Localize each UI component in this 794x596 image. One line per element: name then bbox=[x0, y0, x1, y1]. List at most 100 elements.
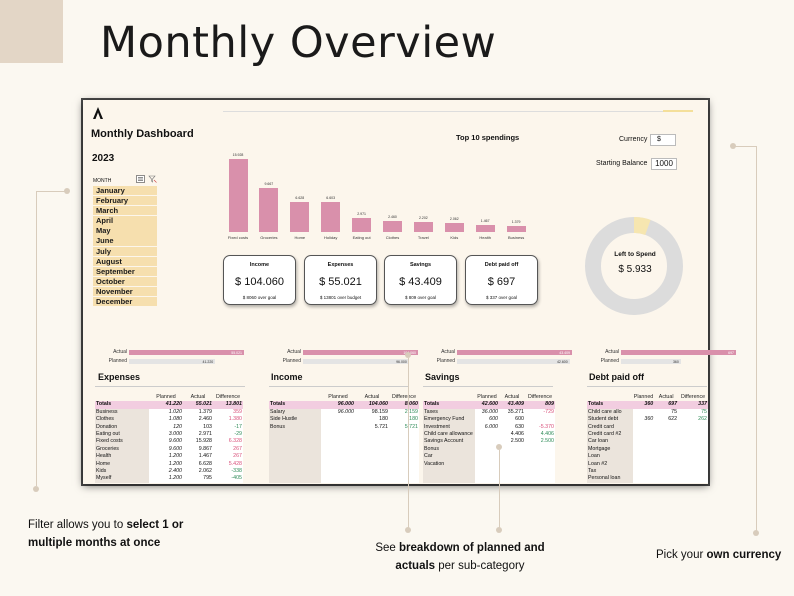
cell[interactable] bbox=[654, 423, 679, 432]
cell[interactable]: 9.600 bbox=[149, 438, 183, 446]
cell[interactable]: 1.467 bbox=[183, 453, 213, 461]
cell[interactable] bbox=[321, 453, 355, 461]
cell[interactable]: 1.200 bbox=[149, 460, 183, 469]
cell[interactable] bbox=[355, 475, 389, 483]
cell[interactable] bbox=[389, 431, 419, 439]
cell[interactable] bbox=[321, 416, 355, 424]
cell[interactable]: 96.000 bbox=[321, 401, 355, 409]
cell[interactable]: 267 bbox=[213, 445, 243, 454]
cell[interactable] bbox=[632, 431, 655, 439]
cell[interactable]: 795 bbox=[183, 475, 213, 483]
multi-select-icon[interactable] bbox=[136, 175, 145, 183]
cell[interactable] bbox=[499, 445, 525, 454]
cell[interactable]: 13.801 bbox=[213, 401, 243, 409]
cell[interactable]: 96.000 bbox=[321, 408, 355, 417]
cell[interactable]: 2.971 bbox=[183, 431, 213, 439]
cell[interactable] bbox=[475, 453, 499, 461]
cell[interactable]: 262 bbox=[678, 416, 708, 424]
cell[interactable]: 104.060 bbox=[355, 401, 389, 409]
cell[interactable] bbox=[475, 475, 499, 483]
cell[interactable]: 41.220 bbox=[149, 401, 183, 409]
cell[interactable]: 103 bbox=[183, 423, 213, 432]
cell[interactable] bbox=[632, 423, 655, 432]
cell[interactable] bbox=[321, 460, 355, 468]
cell[interactable]: 600 bbox=[475, 416, 499, 424]
cell[interactable]: -5.370 bbox=[525, 423, 555, 432]
cell[interactable] bbox=[525, 468, 555, 476]
cell[interactable]: 36.000 bbox=[475, 408, 499, 417]
month-option-september[interactable]: September bbox=[93, 266, 157, 277]
cell[interactable]: -338 bbox=[213, 468, 243, 476]
month-option-march[interactable]: March bbox=[93, 206, 157, 216]
cell[interactable]: 6.000 bbox=[475, 423, 499, 432]
month-option-april[interactable]: April bbox=[93, 216, 157, 226]
cell[interactable]: 1.380 bbox=[213, 416, 243, 424]
cell[interactable]: 75 bbox=[654, 408, 679, 417]
cell[interactable]: 8.060 bbox=[389, 401, 419, 409]
cell[interactable]: 1.200 bbox=[149, 453, 183, 461]
cell[interactable] bbox=[355, 431, 389, 439]
month-option-february[interactable]: February bbox=[93, 196, 157, 206]
cell[interactable] bbox=[475, 431, 499, 439]
month-option-june[interactable]: June bbox=[93, 236, 157, 246]
cell[interactable] bbox=[389, 460, 419, 468]
cell[interactable]: 35.271 bbox=[499, 408, 525, 417]
cell[interactable]: 180 bbox=[389, 416, 419, 424]
cell[interactable]: 5.721 bbox=[355, 423, 389, 432]
cell[interactable] bbox=[678, 431, 708, 439]
cell[interactable] bbox=[525, 475, 555, 483]
month-option-december[interactable]: December bbox=[93, 297, 157, 307]
cell[interactable] bbox=[499, 453, 525, 461]
cell[interactable]: 359 bbox=[213, 408, 243, 417]
cell[interactable] bbox=[654, 438, 679, 446]
cell[interactable]: 3.000 bbox=[149, 431, 183, 439]
cell[interactable] bbox=[321, 431, 355, 439]
cell[interactable] bbox=[355, 453, 389, 461]
cell[interactable]: 809 bbox=[525, 401, 555, 409]
cell[interactable]: 1.020 bbox=[149, 408, 183, 417]
cell[interactable] bbox=[321, 423, 355, 432]
cell[interactable] bbox=[475, 468, 499, 476]
cell[interactable]: 622 bbox=[654, 416, 679, 424]
cell[interactable]: 1.080 bbox=[149, 416, 183, 424]
cell[interactable] bbox=[632, 460, 655, 469]
cell[interactable]: -405 bbox=[213, 475, 243, 483]
cell[interactable] bbox=[321, 438, 355, 446]
cell[interactable] bbox=[654, 468, 679, 476]
month-option-august[interactable]: August bbox=[93, 256, 157, 266]
cell[interactable] bbox=[355, 445, 389, 454]
cell[interactable] bbox=[321, 467, 355, 476]
clear-filter-icon[interactable] bbox=[148, 175, 157, 183]
cell[interactable]: 2.500 bbox=[525, 438, 555, 446]
cell[interactable] bbox=[632, 438, 655, 446]
cell[interactable]: 2.460 bbox=[183, 416, 213, 424]
cell[interactable] bbox=[355, 460, 389, 468]
cell[interactable] bbox=[632, 445, 655, 454]
currency-input[interactable]: $ bbox=[650, 134, 676, 146]
cell[interactable] bbox=[355, 438, 389, 446]
cell[interactable]: -729 bbox=[525, 408, 555, 417]
cell[interactable] bbox=[678, 438, 708, 446]
cell[interactable]: -29 bbox=[213, 431, 243, 439]
cell[interactable]: -17 bbox=[213, 423, 243, 432]
cell[interactable]: 55.021 bbox=[183, 401, 213, 409]
cell[interactable]: 630 bbox=[499, 423, 525, 432]
starting-balance-input[interactable]: 1000 bbox=[651, 158, 677, 170]
cell[interactable]: 600 bbox=[499, 416, 525, 424]
month-option-may[interactable]: May bbox=[93, 226, 157, 236]
cell[interactable]: 9.600 bbox=[149, 445, 183, 454]
cell[interactable]: 6.328 bbox=[213, 438, 243, 446]
cell[interactable] bbox=[632, 408, 655, 417]
cell[interactable]: 1.200 bbox=[149, 475, 183, 483]
cell[interactable] bbox=[389, 453, 419, 461]
cell[interactable] bbox=[525, 445, 555, 454]
cell[interactable] bbox=[632, 475, 655, 483]
cell[interactable]: 1.379 bbox=[183, 408, 213, 417]
cell[interactable] bbox=[632, 468, 655, 476]
cell[interactable] bbox=[632, 453, 655, 461]
month-option-january[interactable]: January bbox=[93, 186, 157, 196]
cell[interactable] bbox=[499, 468, 525, 476]
month-slicer[interactable]: January February March April May June July Augu… bbox=[93, 186, 157, 307]
cell[interactable] bbox=[654, 453, 679, 461]
cell[interactable] bbox=[678, 423, 708, 432]
